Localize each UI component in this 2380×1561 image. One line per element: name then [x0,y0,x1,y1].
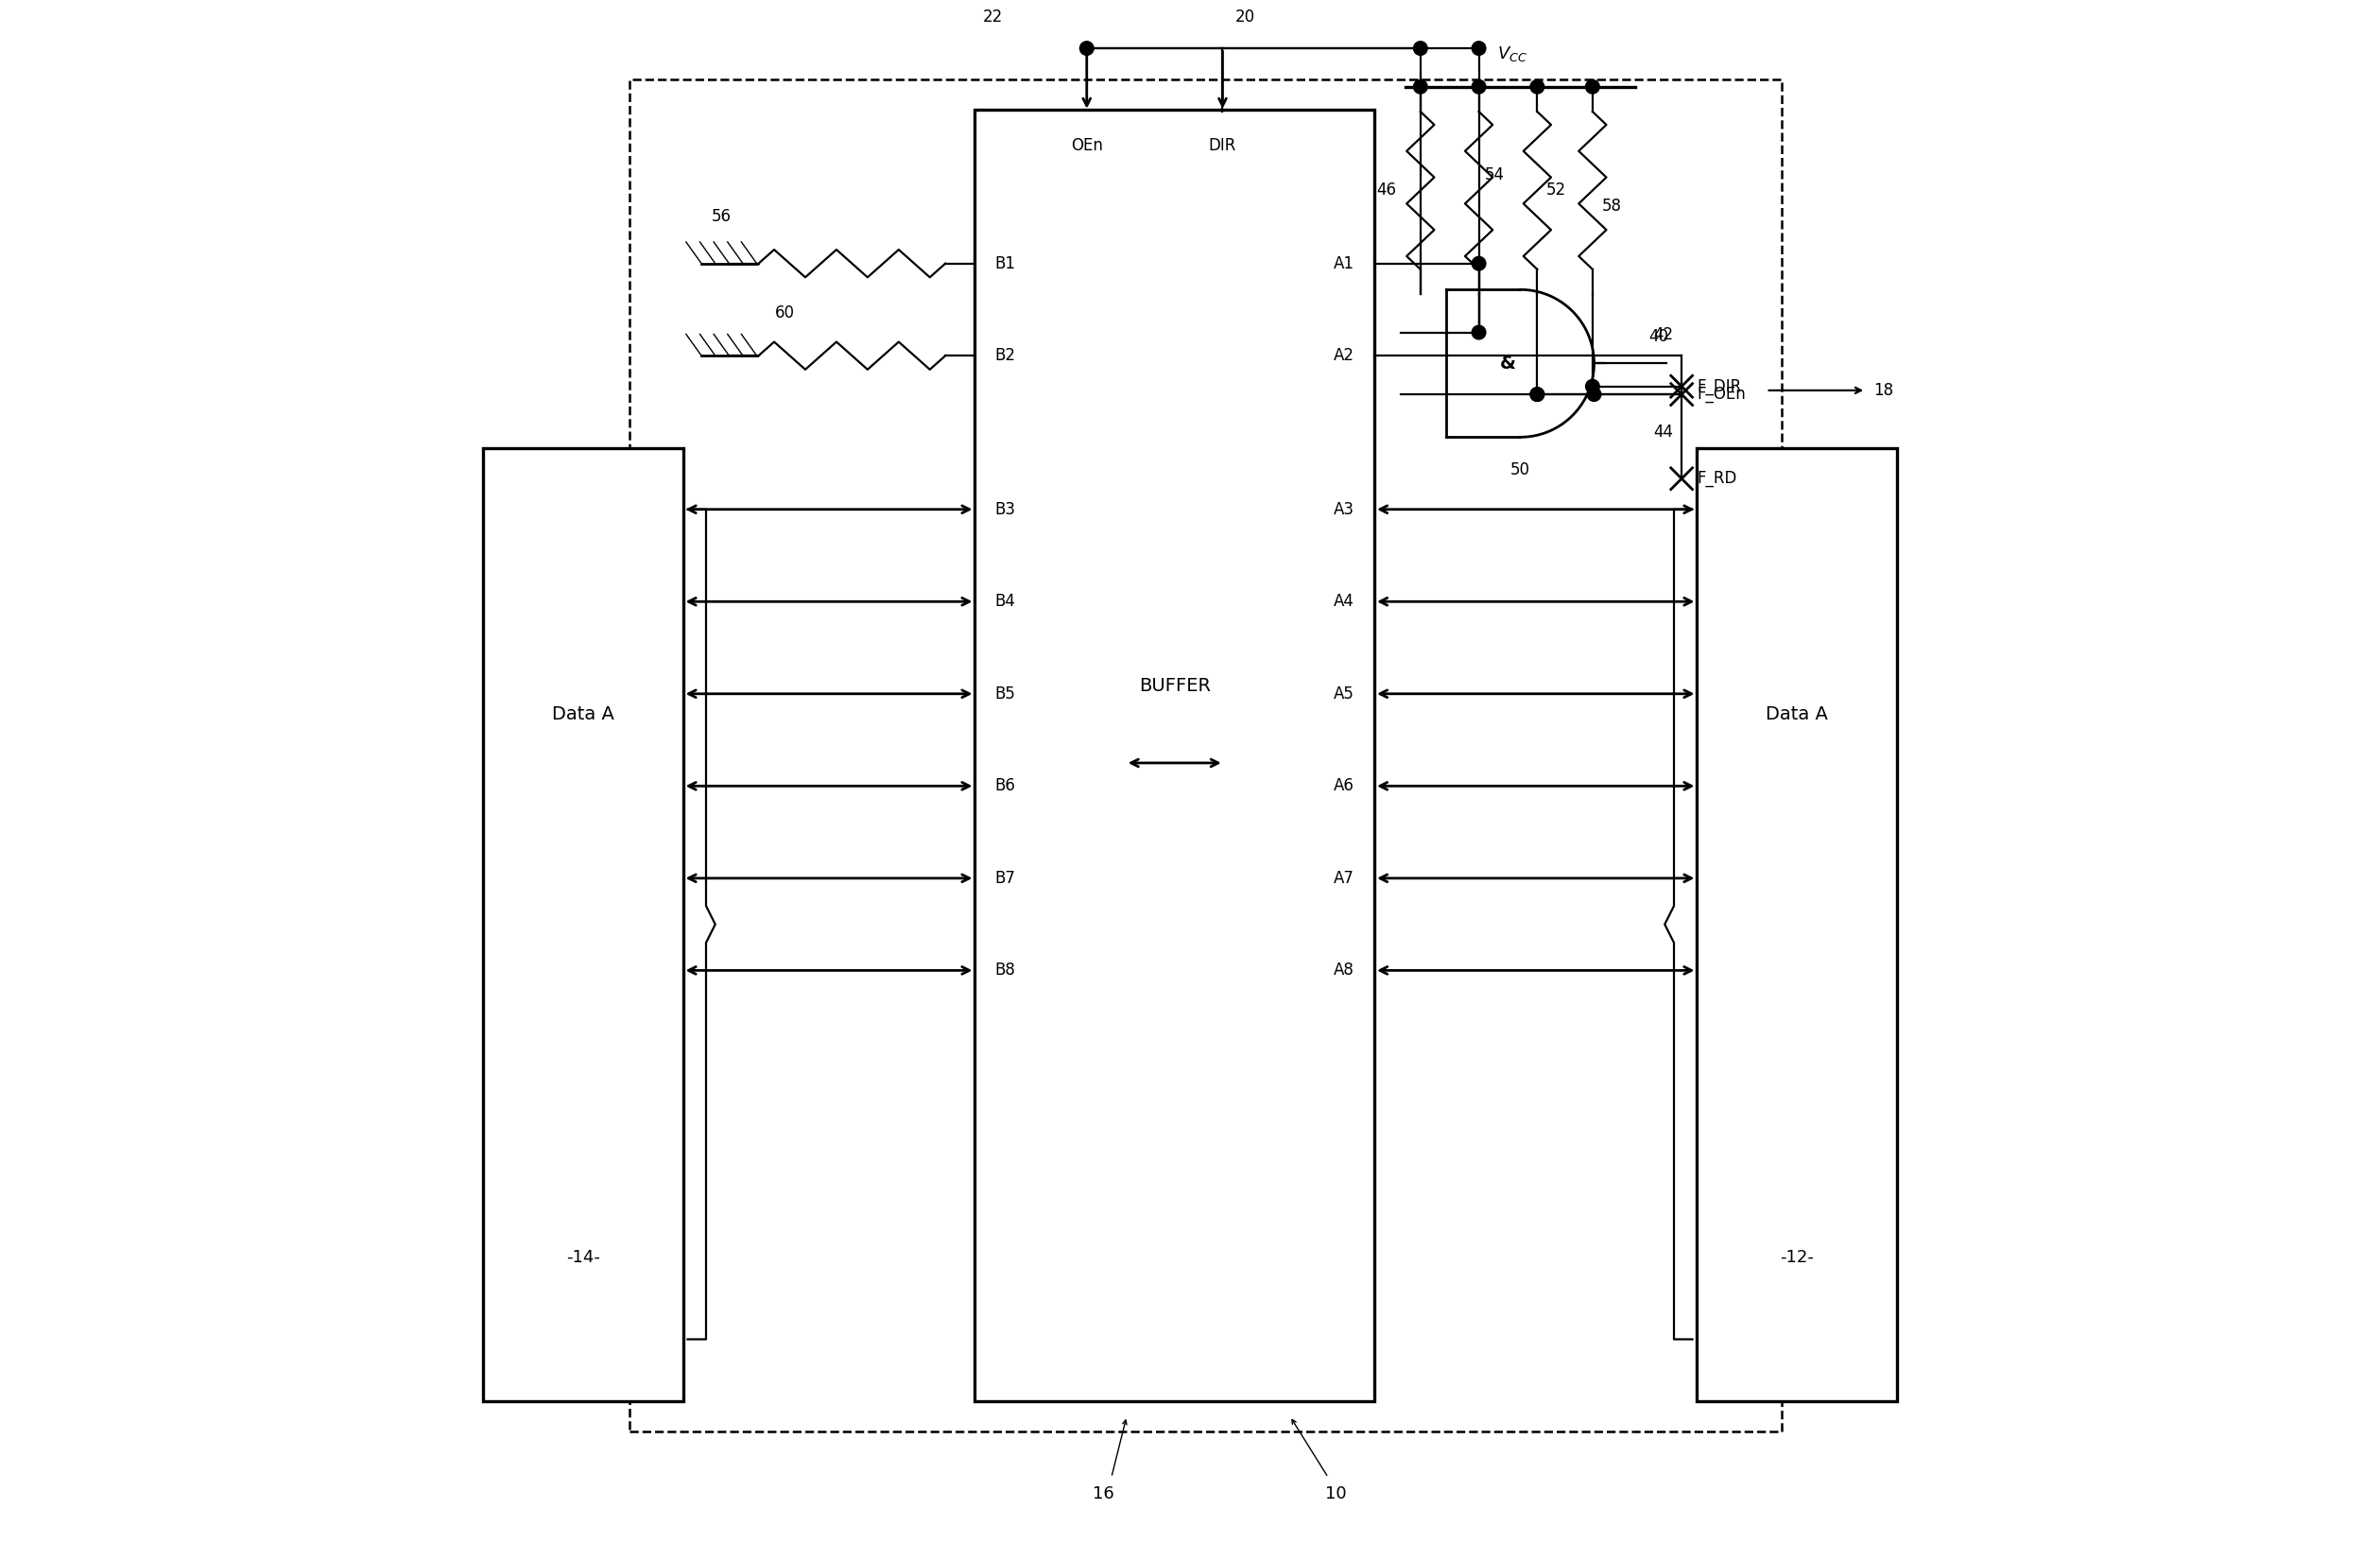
Text: A3: A3 [1333,501,1354,518]
Text: 58: 58 [1602,197,1621,214]
Text: 50: 50 [1511,462,1530,479]
Text: 56: 56 [712,208,731,225]
Circle shape [1471,326,1485,339]
Text: A1: A1 [1333,254,1354,272]
Text: F_OEn: F_OEn [1697,386,1747,403]
Text: A8: A8 [1333,962,1354,979]
Text: 52: 52 [1547,183,1566,198]
Circle shape [1081,42,1095,55]
Text: OEn: OEn [1071,137,1102,155]
Text: B1: B1 [995,254,1016,272]
Text: &: & [1499,354,1516,373]
Text: 18: 18 [1873,382,1894,400]
Text: B6: B6 [995,777,1016,795]
Circle shape [1530,387,1545,401]
Text: 40: 40 [1649,328,1668,345]
Text: Data A: Data A [552,706,614,724]
Text: 10: 10 [1326,1485,1347,1502]
Circle shape [1530,387,1545,401]
Circle shape [1414,42,1428,55]
Text: DIR: DIR [1209,137,1238,155]
Text: BUFFER: BUFFER [1138,677,1211,695]
Text: B5: B5 [995,685,1016,702]
Text: B2: B2 [995,347,1016,364]
Text: B8: B8 [995,962,1016,979]
Text: B7: B7 [995,869,1016,887]
Text: 20: 20 [1235,8,1254,25]
Text: 60: 60 [776,304,795,322]
FancyBboxPatch shape [976,109,1373,1400]
Text: -14-: -14- [566,1249,600,1266]
Circle shape [1530,80,1545,94]
Text: Data A: Data A [1766,706,1828,724]
Text: F_RD: F_RD [1697,470,1737,487]
Circle shape [1414,80,1428,94]
Text: B3: B3 [995,501,1016,518]
Text: 44: 44 [1654,423,1673,440]
Text: A6: A6 [1333,777,1354,795]
Text: 42: 42 [1654,326,1673,343]
Text: A4: A4 [1333,593,1354,610]
Text: 16: 16 [1092,1485,1114,1502]
Text: 46: 46 [1376,183,1397,198]
FancyBboxPatch shape [483,448,683,1400]
Text: $V_{CC}$: $V_{CC}$ [1497,45,1528,64]
Text: F_DIR: F_DIR [1697,378,1742,395]
Text: A7: A7 [1333,869,1354,887]
Text: A5: A5 [1333,685,1354,702]
Text: 54: 54 [1485,167,1504,184]
FancyBboxPatch shape [1697,448,1897,1400]
Circle shape [1585,379,1599,393]
Circle shape [1471,42,1485,55]
Text: A2: A2 [1333,347,1354,364]
Text: B4: B4 [995,593,1016,610]
Circle shape [1585,80,1599,94]
Text: 22: 22 [983,8,1002,25]
Circle shape [1587,387,1602,401]
Text: -12-: -12- [1780,1249,1814,1266]
Circle shape [1471,80,1485,94]
Circle shape [1471,256,1485,270]
